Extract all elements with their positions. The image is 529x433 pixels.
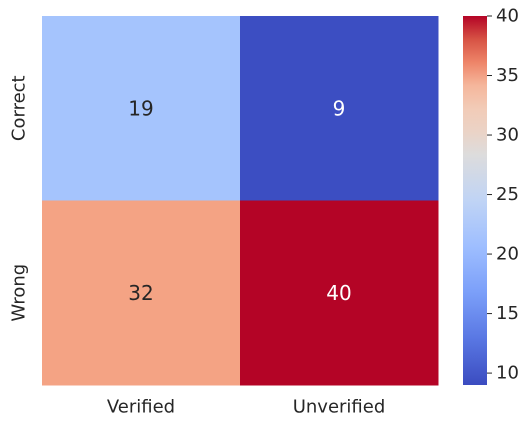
y-tick-label: Wrong — [9, 264, 30, 322]
colorbar-tick-label: 30 — [496, 125, 519, 146]
colorbar-tick-labels: 10 15 20 25 30 35 40 — [487, 6, 519, 384]
heatmap-cell — [240, 16, 439, 201]
x-axis-tick-labels: Verified Unverified — [107, 397, 385, 418]
x-tick-label: Unverified — [293, 397, 386, 418]
colorbar-tick-label: 20 — [496, 244, 519, 265]
cell-value-label: 9 — [333, 96, 346, 120]
heatmap-cell — [42, 200, 241, 386]
colorbar-tick-label: 40 — [496, 6, 519, 27]
cell-value-label: 32 — [128, 281, 153, 305]
y-axis-tick-labels: Correct Wrong — [9, 75, 30, 321]
cell-value-label: 19 — [128, 96, 153, 120]
heatmap-cells — [42, 16, 439, 386]
x-tick-label: Verified — [107, 397, 175, 418]
colorbar-tick-label: 25 — [496, 184, 519, 205]
colorbar-tick-label: 15 — [496, 303, 519, 324]
colorbar-tick-label: 35 — [496, 65, 519, 86]
heatmap-cell — [240, 200, 439, 386]
colorbar-tick-label: 10 — [496, 363, 519, 384]
y-tick-label: Correct — [9, 75, 30, 141]
colorbar — [463, 16, 487, 385]
heatmap-cell-labels: 19 9 32 40 — [128, 96, 351, 305]
heatmap-cell — [42, 16, 241, 201]
cell-value-label: 40 — [326, 281, 351, 305]
